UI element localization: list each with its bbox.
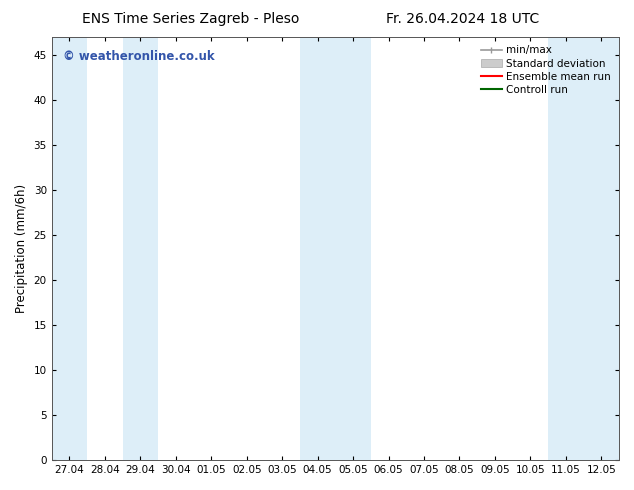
Bar: [335, 37, 371, 460]
Legend: min/max, Standard deviation, Ensemble mean run, Controll run: min/max, Standard deviation, Ensemble me…: [478, 42, 614, 98]
Bar: [51, 37, 87, 460]
Bar: [548, 37, 619, 460]
Bar: [122, 37, 158, 460]
Text: ENS Time Series Zagreb - Pleso: ENS Time Series Zagreb - Pleso: [82, 12, 299, 26]
Text: © weatheronline.co.uk: © weatheronline.co.uk: [63, 50, 215, 63]
Y-axis label: Precipitation (mm/6h): Precipitation (mm/6h): [15, 184, 28, 313]
Text: Fr. 26.04.2024 18 UTC: Fr. 26.04.2024 18 UTC: [386, 12, 540, 26]
Bar: [300, 37, 335, 460]
